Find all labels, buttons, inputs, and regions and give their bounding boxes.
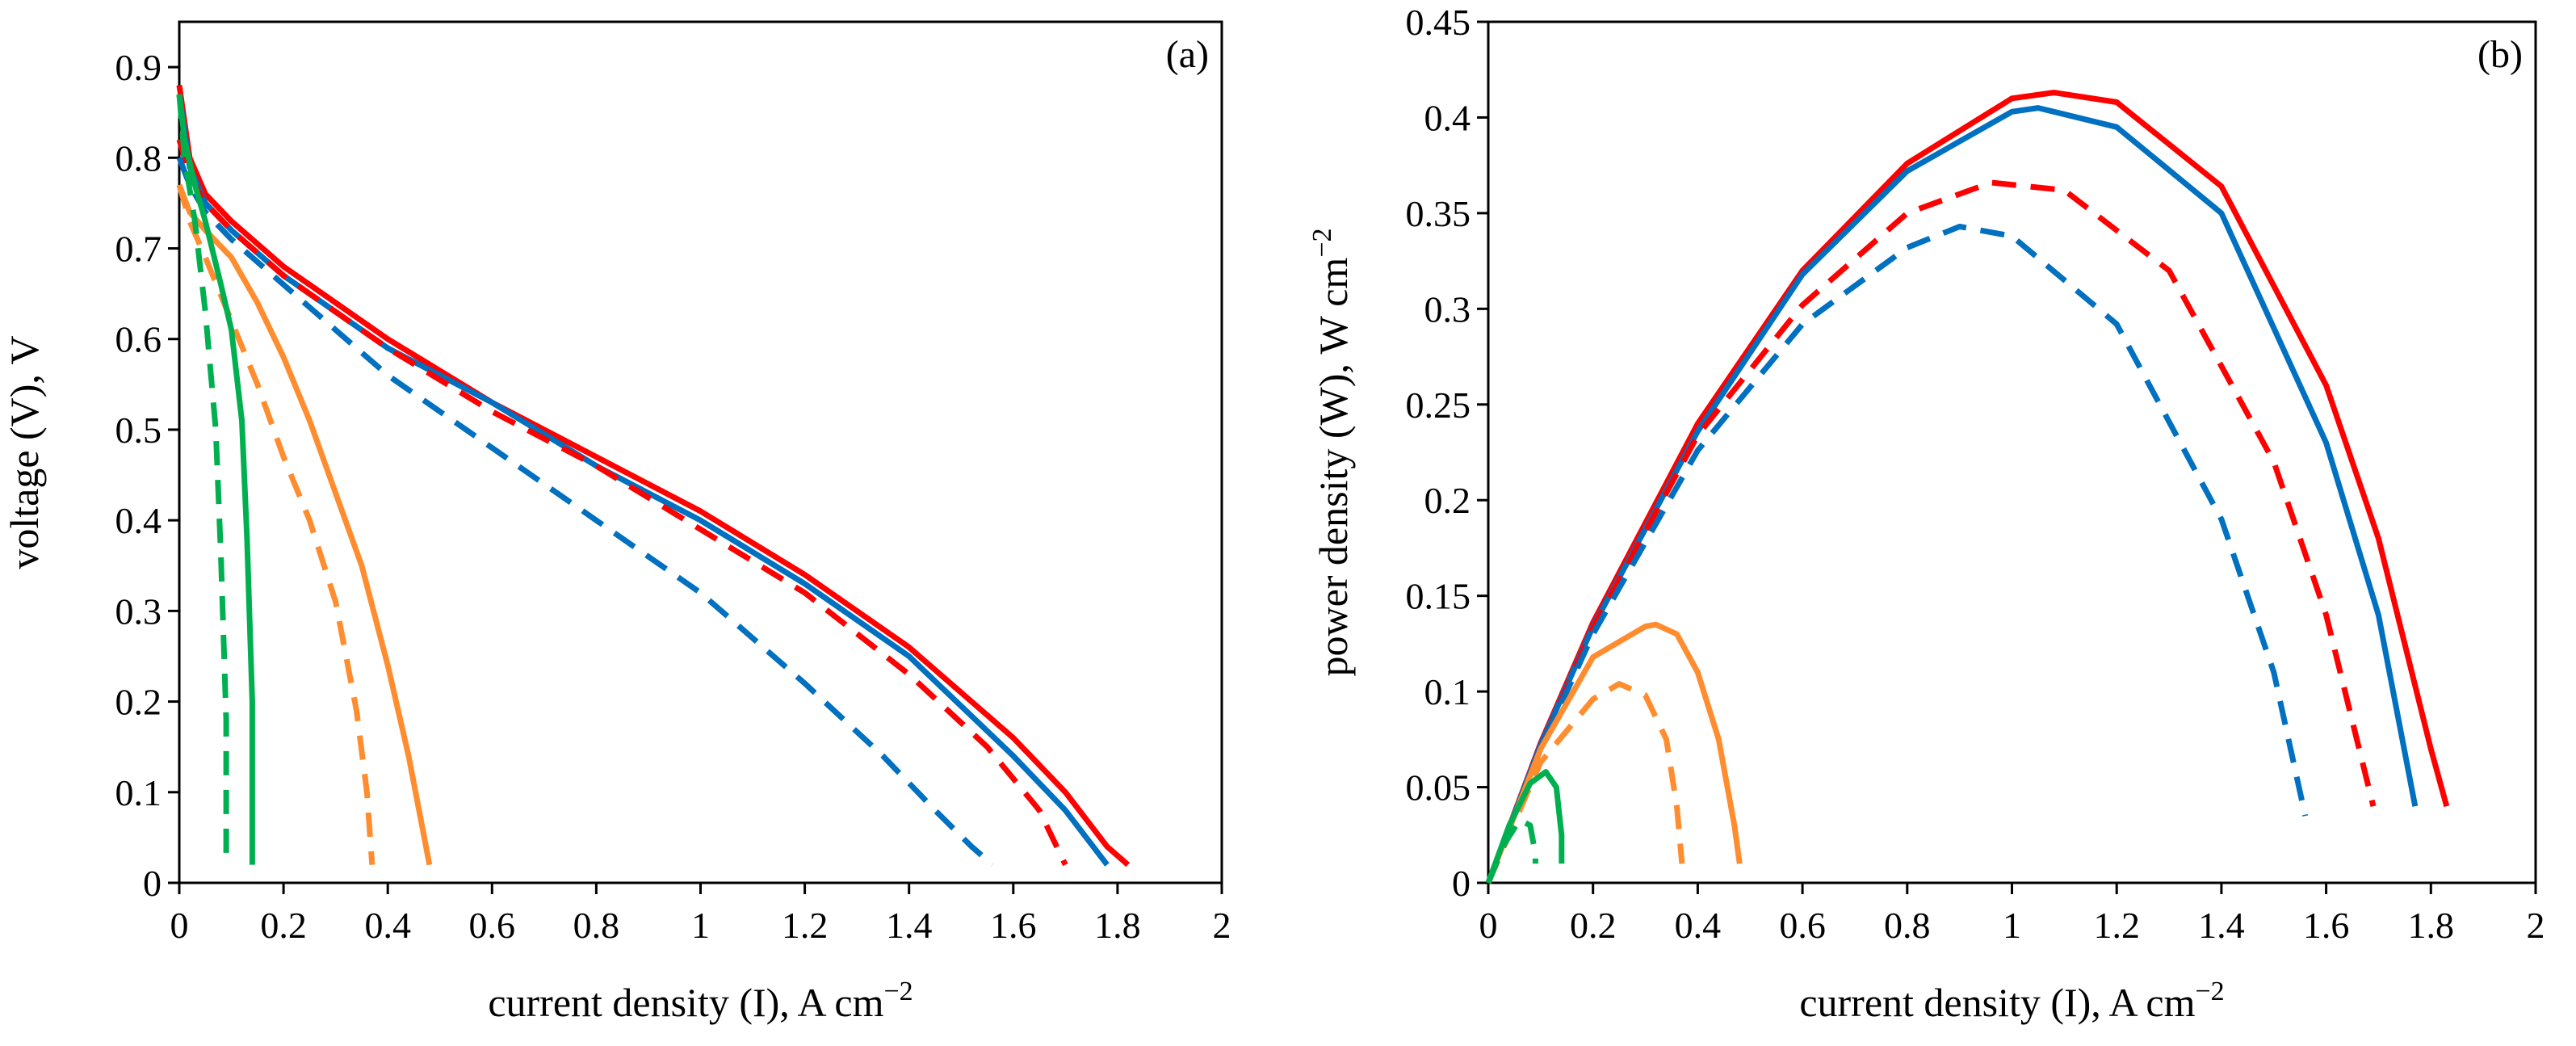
panel-b-y-tick-label: 0.35	[1406, 193, 1471, 234]
panel-b-label: (b)	[2477, 33, 2523, 76]
panel-a-plot-frame	[178, 20, 1223, 884]
panel-b-plot-frame	[1487, 20, 2537, 884]
panel-a-x-axis-label-sup: −2	[883, 977, 913, 1006]
panel-a-y-tick-label: 0.4	[115, 500, 162, 541]
panel-b-y-tick-label: 0.1	[1424, 671, 1471, 712]
panel-a-x-tick-label: 0.4	[364, 905, 411, 946]
panel-a-x-tick-label: 1	[691, 905, 710, 946]
panel-b-y-tick-label: 0.05	[1406, 767, 1471, 809]
panel-b-y-tick-label: 0.2	[1424, 480, 1471, 521]
panel-a-x-tick-label: 0.8	[573, 905, 620, 946]
panel-a-x-axis-label-text: current density (I), A cm	[488, 980, 883, 1025]
panel-a-x-tick-label: 1.2	[782, 905, 829, 946]
panel-a-label: (a)	[1166, 33, 1209, 76]
panel-b-series-2-line	[1485, 105, 2419, 884]
panel-b-x-tick-label: 1.6	[2303, 905, 2350, 946]
panel-b-series-6-line	[1485, 681, 1685, 884]
panel-b-x-tick-label: 2	[2527, 905, 2545, 946]
panel-b-y-tick-label: 0	[1452, 863, 1471, 904]
panel-b-series-1-line	[1485, 90, 2450, 884]
panel-b-x-tick-label: 1.2	[2093, 905, 2140, 946]
panel-a-x-tick-label: 1.8	[1094, 905, 1141, 946]
panel-a-y-tick-label: 0	[143, 863, 162, 904]
panel-b: 0 0.2 0.4 0.6 0.8 1 1.2 1.4 1.6 1.8 2 0 0.05 0.1 0.15 0…	[1307, 2, 2545, 1025]
panel-b-x-axis-label-text: current density (I), A cm	[1799, 980, 2195, 1025]
panel-a-series-3-line	[176, 138, 1068, 867]
panel-a-axes: 0 0.2 0.4 0.6 0.8 1 1.2 1.4 1.6 1.8 2 0 0.1 0.2 0.3 0.4…	[115, 20, 1231, 946]
panel-b-y-tick-label: 0.3	[1424, 288, 1471, 330]
panel-b-y-tick-label: 0.25	[1406, 384, 1471, 426]
panel-a-x-tick-label: 0.2	[260, 905, 307, 946]
panel-a-y-tick-label: 0.7	[115, 229, 162, 270]
panel-b-x-tick-label: 0.2	[1570, 905, 1617, 946]
panel-a-y-tick-label: 0.9	[115, 47, 162, 88]
panel-b-axes: 0 0.2 0.4 0.6 0.8 1 1.2 1.4 1.6 1.8 2 0 0.05 0.1 0.15 0…	[1406, 2, 2545, 946]
panel-b-y-tick-label: 0.4	[1424, 97, 1471, 138]
panel-a-series-6-line	[176, 184, 375, 865]
panel-b-x-axis-label-sup: −2	[2195, 977, 2224, 1006]
panel-a-series-4-line	[176, 157, 995, 867]
panel-b-y-tick-label: 0.45	[1406, 2, 1471, 43]
panel-a-y-tick-label: 0.5	[115, 410, 162, 451]
panel-b-y-axis-label: power density (W), W cm−2	[1307, 228, 1356, 676]
panel-b-x-tick-label: 0	[1479, 905, 1498, 946]
panel-b-x-tick-label: 1.4	[2198, 905, 2245, 946]
panel-a-x-tick-label: 0.6	[469, 905, 516, 946]
panel-b-x-tick-label: 1	[2003, 905, 2021, 946]
panel-b-x-tick-label: 0.4	[1675, 905, 1722, 946]
panel-b-y-axis-label-sup: −2	[1307, 228, 1337, 257]
panel-b-x-axis-label: current density (I), A cm−2	[1799, 977, 2224, 1025]
panel-a-series-8-line	[176, 94, 229, 865]
panel-b-x-tick-label: 0.8	[1884, 905, 1931, 946]
panel-a-y-tick-label: 0.8	[115, 137, 162, 179]
panel-a-x-tick-label: 1.4	[886, 905, 933, 946]
panel-a-y-tick-label: 0.6	[115, 319, 162, 360]
panel-b-x-tick-label: 0.6	[1779, 905, 1826, 946]
panel-a-series-1-line	[176, 85, 1131, 867]
panel-a-y-tick-label: 0.2	[115, 682, 162, 723]
panel-a-y-tick-label: 0.3	[115, 590, 162, 632]
panel-b-y-tick-label: 0.15	[1406, 576, 1471, 617]
panel-b-series-4-line	[1485, 224, 2309, 884]
panel-a-y-axis-label-text: voltage (V), V	[2, 335, 47, 569]
panel-a-y-tick-label: 0.1	[115, 772, 162, 813]
panel-a-x-tick-label: 2	[1213, 905, 1231, 946]
panel-b-series-7-line	[1485, 769, 1565, 884]
panel-a: 0 0.2 0.4 0.6 0.8 1 1.2 1.4 1.6 1.8 2 0 0.1 0.2 0.3 0.4…	[2, 20, 1231, 1025]
panel-a-y-axis-label: voltage (V), V	[2, 335, 47, 569]
panel-b-y-axis-label-text: power density (W), W cm	[1311, 258, 1356, 677]
panel-a-series-7-line	[176, 94, 255, 865]
panel-a-x-axis-label: current density (I), A cm−2	[488, 977, 913, 1025]
panel-a-series-group	[176, 85, 1131, 867]
panel-b-series-group	[1485, 90, 2450, 884]
panel-a-x-tick-label: 0	[170, 905, 189, 946]
panel-b-series-3-line	[1485, 179, 2377, 884]
panel-a-x-tick-label: 1.6	[990, 905, 1037, 946]
panel-b-x-tick-label: 1.8	[2408, 905, 2455, 946]
panel-b-series-5-line	[1485, 621, 1743, 884]
panel-a-series-2-line	[176, 94, 1110, 867]
